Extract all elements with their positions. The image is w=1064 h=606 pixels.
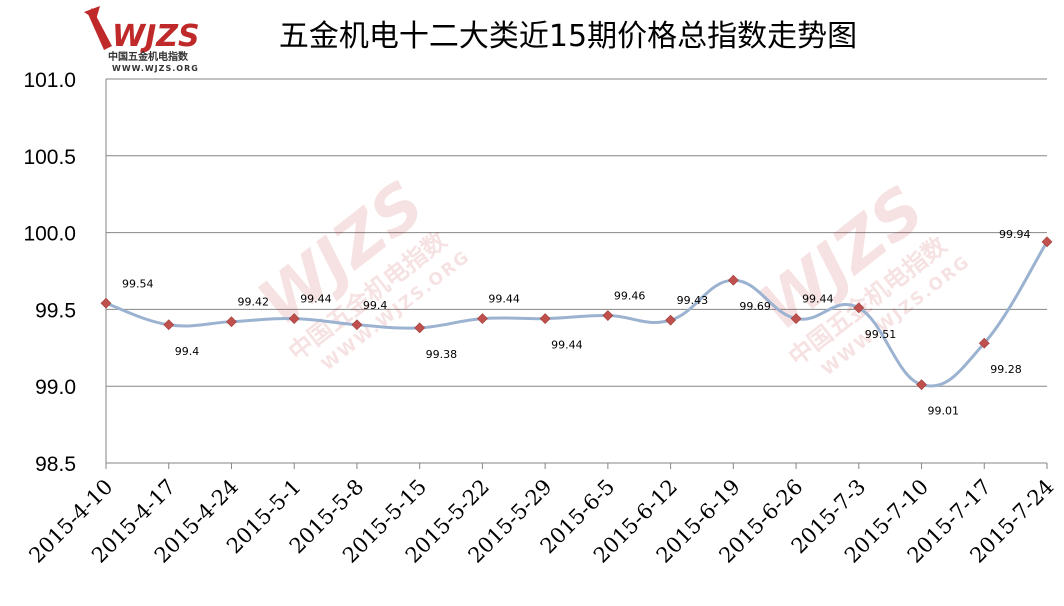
data-point [539, 313, 551, 325]
data-label: 99.54 [122, 277, 154, 290]
chart-title: 五金机电十二大类近15期价格总指数走势图 [279, 19, 857, 54]
logo: WJZS 中国五金机电指数 WWW.WJZS.ORG [84, 6, 200, 73]
data-labels: 99.54 99.4 99.42 99.44 99.4 99.38 99.44 99.44 99… [122, 228, 1031, 418]
y-tick-labels: 98.5 99.0 99.5 100.0 100.5 101.0 [23, 69, 76, 476]
data-label: 99.38 [426, 348, 458, 361]
data-label: 99.44 [300, 293, 332, 306]
y-tick-label: 99.0 [35, 376, 76, 399]
data-point [476, 313, 488, 325]
data-point [916, 379, 927, 391]
logo-arrowhead-icon [84, 6, 100, 20]
data-label: 99.4 [175, 345, 200, 358]
data-label: 99.28 [990, 363, 1022, 376]
data-point [414, 322, 426, 334]
data-point [1041, 236, 1053, 248]
data-point [163, 319, 175, 331]
y-tick-label: 100.0 [23, 223, 76, 246]
data-label: 99.42 [237, 296, 269, 309]
data-label: 99.46 [614, 290, 646, 303]
data-label: 99.44 [551, 339, 583, 352]
data-label: 99.4 [363, 299, 388, 312]
data-point [727, 274, 739, 286]
axes [105, 79, 1048, 469]
data-point [288, 313, 300, 325]
data-label: 99.51 [865, 328, 897, 341]
data-point [853, 302, 865, 314]
data-label: 99.43 [677, 294, 709, 307]
data-point [978, 337, 990, 349]
data-point [602, 310, 614, 321]
watermark: WJZS 中国五金机电指数 WWW.WJZS.ORG [745, 173, 974, 380]
logo-url: WWW.WJZS.ORG [112, 64, 199, 73]
x-tick-labels: 2015-4-102015-4-172015-4-242015-5-12015-… [24, 475, 1058, 568]
markers [100, 236, 1053, 391]
y-tick-label: 99.5 [35, 299, 76, 322]
data-label: 99.44 [802, 293, 834, 306]
data-point [226, 316, 237, 328]
y-tick-label: 101.0 [23, 69, 76, 92]
y-tick-label: 98.5 [35, 453, 76, 476]
data-label: 99.94 [999, 228, 1031, 241]
logo-mark: WJZS [112, 19, 200, 54]
logo-cn: 中国五金机电指数 [108, 50, 189, 63]
gridlines [106, 78, 1047, 387]
data-point [665, 314, 677, 326]
data-label: 99.01 [928, 405, 960, 418]
data-point [351, 319, 363, 331]
y-tick-label: 100.5 [23, 146, 76, 169]
data-label: 99.44 [488, 293, 520, 306]
data-label: 99.69 [739, 300, 771, 313]
data-point [790, 313, 802, 325]
data-point [100, 297, 112, 309]
